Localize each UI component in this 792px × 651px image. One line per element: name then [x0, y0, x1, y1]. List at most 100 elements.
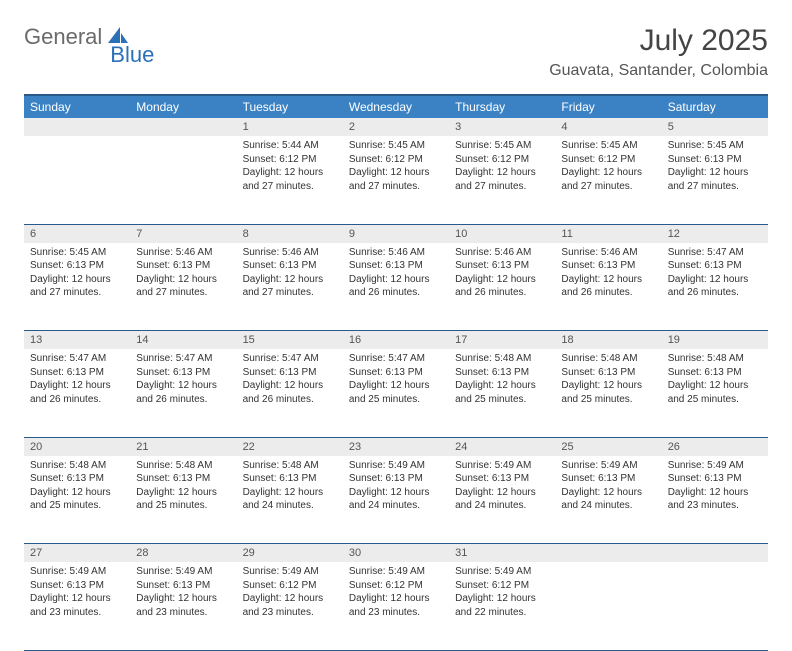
day-sr: Sunrise: 5:46 AM [243, 246, 337, 260]
day-d1: Daylight: 12 hours [243, 592, 337, 606]
day-cell: Sunrise: 5:49 AMSunset: 6:12 PMDaylight:… [343, 562, 449, 650]
day-d1: Daylight: 12 hours [136, 273, 230, 287]
day-content-row: Sunrise: 5:47 AMSunset: 6:13 PMDaylight:… [24, 349, 768, 437]
day-sr: Sunrise: 5:49 AM [30, 565, 124, 579]
day-d2: and 25 minutes. [30, 499, 124, 513]
day-cell: Sunrise: 5:46 AMSunset: 6:13 PMDaylight:… [130, 243, 236, 331]
day-ss: Sunset: 6:13 PM [668, 366, 762, 380]
day-number-cell [662, 544, 768, 563]
day-sr: Sunrise: 5:49 AM [455, 459, 549, 473]
day-d2: and 24 minutes. [455, 499, 549, 513]
day-content: Sunrise: 5:45 AMSunset: 6:12 PMDaylight:… [555, 136, 661, 199]
day-d2: and 27 minutes. [30, 286, 124, 300]
day-content: Sunrise: 5:49 AMSunset: 6:13 PMDaylight:… [130, 562, 236, 625]
day-ss: Sunset: 6:13 PM [30, 472, 124, 486]
day-d1: Daylight: 12 hours [30, 273, 124, 287]
day-ss: Sunset: 6:13 PM [243, 259, 337, 273]
day-cell: Sunrise: 5:49 AMSunset: 6:13 PMDaylight:… [555, 456, 661, 544]
day-ss: Sunset: 6:13 PM [349, 259, 443, 273]
day-number-cell: 15 [237, 331, 343, 350]
day-ss: Sunset: 6:13 PM [30, 366, 124, 380]
calendar-table: Sunday Monday Tuesday Wednesday Thursday… [24, 94, 768, 651]
day-sr: Sunrise: 5:49 AM [136, 565, 230, 579]
day-d1: Daylight: 12 hours [243, 486, 337, 500]
day-sr: Sunrise: 5:46 AM [455, 246, 549, 260]
day-ss: Sunset: 6:13 PM [561, 259, 655, 273]
day-ss: Sunset: 6:13 PM [455, 366, 549, 380]
day-content: Sunrise: 5:49 AMSunset: 6:13 PMDaylight:… [555, 456, 661, 519]
day-d2: and 26 minutes. [561, 286, 655, 300]
day-content: Sunrise: 5:45 AMSunset: 6:13 PMDaylight:… [24, 243, 130, 306]
day-number-cell: 5 [662, 118, 768, 136]
day-d2: and 23 minutes. [30, 606, 124, 620]
day-cell: Sunrise: 5:48 AMSunset: 6:13 PMDaylight:… [24, 456, 130, 544]
day-d1: Daylight: 12 hours [30, 592, 124, 606]
day-d1: Daylight: 12 hours [455, 273, 549, 287]
day-cell [130, 136, 236, 224]
day-ss: Sunset: 6:13 PM [668, 153, 762, 167]
day-cell: Sunrise: 5:49 AMSunset: 6:12 PMDaylight:… [237, 562, 343, 650]
logo-text-blue: Blue [110, 42, 154, 68]
day-ss: Sunset: 6:12 PM [243, 153, 337, 167]
day-d2: and 27 minutes. [668, 180, 762, 194]
day-sr: Sunrise: 5:48 AM [561, 352, 655, 366]
weekday-header-row: Sunday Monday Tuesday Wednesday Thursday… [24, 95, 768, 118]
day-sr: Sunrise: 5:49 AM [243, 565, 337, 579]
day-sr: Sunrise: 5:45 AM [668, 139, 762, 153]
day-number-cell: 24 [449, 437, 555, 456]
day-number-cell: 14 [130, 331, 236, 350]
day-sr: Sunrise: 5:47 AM [30, 352, 124, 366]
day-d2: and 25 minutes. [561, 393, 655, 407]
day-cell: Sunrise: 5:45 AMSunset: 6:12 PMDaylight:… [343, 136, 449, 224]
day-content-row: Sunrise: 5:44 AMSunset: 6:12 PMDaylight:… [24, 136, 768, 224]
day-content: Sunrise: 5:49 AMSunset: 6:13 PMDaylight:… [449, 456, 555, 519]
day-sr: Sunrise: 5:47 AM [668, 246, 762, 260]
day-content: Sunrise: 5:45 AMSunset: 6:13 PMDaylight:… [662, 136, 768, 199]
day-number-cell: 31 [449, 544, 555, 563]
day-d1: Daylight: 12 hours [136, 486, 230, 500]
day-cell: Sunrise: 5:46 AMSunset: 6:13 PMDaylight:… [237, 243, 343, 331]
day-cell: Sunrise: 5:47 AMSunset: 6:13 PMDaylight:… [24, 349, 130, 437]
day-sr: Sunrise: 5:48 AM [136, 459, 230, 473]
day-d2: and 27 minutes. [349, 180, 443, 194]
day-d1: Daylight: 12 hours [349, 379, 443, 393]
day-ss: Sunset: 6:13 PM [30, 579, 124, 593]
day-d1: Daylight: 12 hours [455, 166, 549, 180]
day-sr: Sunrise: 5:47 AM [243, 352, 337, 366]
day-cell: Sunrise: 5:47 AMSunset: 6:13 PMDaylight:… [237, 349, 343, 437]
day-sr: Sunrise: 5:49 AM [349, 565, 443, 579]
day-number-row: 20212223242526 [24, 437, 768, 456]
day-sr: Sunrise: 5:49 AM [668, 459, 762, 473]
day-number-row: 2728293031 [24, 544, 768, 563]
day-cell: Sunrise: 5:49 AMSunset: 6:13 PMDaylight:… [130, 562, 236, 650]
day-cell: Sunrise: 5:49 AMSunset: 6:12 PMDaylight:… [449, 562, 555, 650]
day-cell [662, 562, 768, 650]
day-content: Sunrise: 5:48 AMSunset: 6:13 PMDaylight:… [130, 456, 236, 519]
day-d1: Daylight: 12 hours [243, 273, 337, 287]
day-content: Sunrise: 5:49 AMSunset: 6:12 PMDaylight:… [449, 562, 555, 625]
day-ss: Sunset: 6:12 PM [561, 153, 655, 167]
day-d1: Daylight: 12 hours [349, 273, 443, 287]
day-ss: Sunset: 6:13 PM [243, 366, 337, 380]
day-ss: Sunset: 6:12 PM [455, 153, 549, 167]
day-content: Sunrise: 5:46 AMSunset: 6:13 PMDaylight:… [343, 243, 449, 306]
day-content: Sunrise: 5:48 AMSunset: 6:13 PMDaylight:… [555, 349, 661, 412]
day-d2: and 23 minutes. [668, 499, 762, 513]
day-d1: Daylight: 12 hours [668, 166, 762, 180]
day-number-cell: 1 [237, 118, 343, 136]
day-number-cell: 9 [343, 224, 449, 243]
day-number-cell: 7 [130, 224, 236, 243]
day-ss: Sunset: 6:13 PM [243, 472, 337, 486]
day-d1: Daylight: 12 hours [30, 486, 124, 500]
day-d2: and 26 minutes. [136, 393, 230, 407]
logo: General Blue [24, 24, 152, 50]
day-number-cell: 2 [343, 118, 449, 136]
day-cell: Sunrise: 5:47 AMSunset: 6:13 PMDaylight:… [662, 243, 768, 331]
day-d1: Daylight: 12 hours [561, 166, 655, 180]
day-sr: Sunrise: 5:46 AM [561, 246, 655, 260]
day-number-cell: 16 [343, 331, 449, 350]
day-cell [555, 562, 661, 650]
day-d1: Daylight: 12 hours [668, 273, 762, 287]
day-cell: Sunrise: 5:49 AMSunset: 6:13 PMDaylight:… [662, 456, 768, 544]
day-sr: Sunrise: 5:47 AM [349, 352, 443, 366]
